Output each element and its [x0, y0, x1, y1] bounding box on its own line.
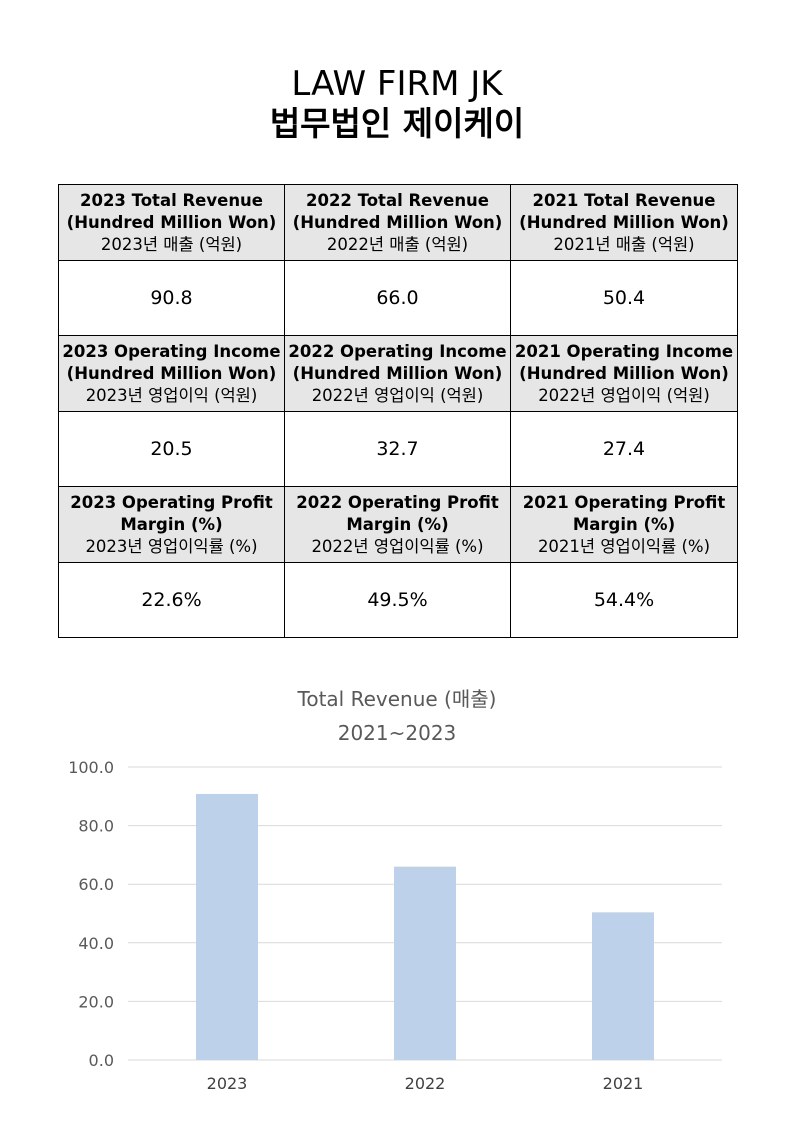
y-tick-label: 60.0 — [78, 875, 114, 894]
value-cell: 90.8 — [58, 260, 285, 336]
value-cell: 22.6% — [58, 562, 285, 638]
header-cell: 2021 Operating Income (Hundred Million W… — [510, 335, 738, 412]
operating-income-value-row: 20.5 32.7 27.4 — [58, 411, 738, 487]
value-cell: 32.7 — [284, 411, 511, 487]
header-cell: 2021 Total Revenue (Hundred Million Won)… — [510, 184, 738, 261]
title-korean: 법무법인 제이케이 — [269, 104, 525, 143]
value-cell: 49.5% — [284, 562, 511, 638]
y-tick-label: 80.0 — [78, 817, 114, 836]
revenue-chart: Total Revenue (매출) 2021~2023 0.0 20.0 40.0… — [0, 670, 794, 1110]
y-tick-label: 0.0 — [89, 1051, 114, 1070]
revenue-value-row: 90.8 66.0 50.4 — [58, 260, 738, 336]
revenue-bar-chart-svg: Total Revenue (매출) 2021~2023 0.0 20.0 40.0… — [68, 687, 722, 1093]
bar-2021 — [592, 912, 654, 1060]
header-cell: 2023 Operating Profit Margin (%) 2023년 영업… — [58, 486, 285, 563]
profit-margin-value-row: 22.6% 49.5% 54.4% — [58, 562, 738, 638]
title-english: LAW FIRM JK — [291, 64, 503, 104]
value-cell: 27.4 — [510, 411, 738, 487]
bar-2022 — [394, 866, 456, 1060]
header-cell: 2021 Operating Profit Margin (%) 2021년 영업… — [510, 486, 738, 563]
x-tick-label: 2022 — [405, 1074, 446, 1093]
value-cell: 66.0 — [284, 260, 511, 336]
header-cell: 2022 Operating Profit Margin (%) 2022년 영업… — [284, 486, 511, 563]
header-cell: 2022 Total Revenue (Hundred Million Won)… — [284, 184, 511, 261]
chart-subtitle: 2021~2023 — [338, 721, 457, 745]
y-tick-label: 40.0 — [78, 934, 114, 953]
x-tick-label: 2021 — [603, 1074, 644, 1093]
value-cell: 50.4 — [510, 260, 738, 336]
y-tick-label: 20.0 — [78, 992, 114, 1011]
x-tick-label: 2023 — [207, 1074, 248, 1093]
value-cell: 20.5 — [58, 411, 285, 487]
financial-table: 2023 Total Revenue (Hundred Million Won)… — [58, 184, 738, 638]
y-tick-label: 100.0 — [68, 758, 114, 777]
revenue-header-row: 2023 Total Revenue (Hundred Million Won)… — [58, 184, 738, 261]
chart-title: Total Revenue (매출) — [297, 687, 497, 711]
profit-margin-header-row: 2023 Operating Profit Margin (%) 2023년 영업… — [58, 486, 738, 563]
bar-2023 — [196, 793, 258, 1060]
header-cell: 2022 Operating Income (Hundred Million W… — [284, 335, 511, 412]
header-cell: 2023 Total Revenue (Hundred Million Won)… — [58, 184, 285, 261]
document-title: LAW FIRM JK 법무법인 제이케이 — [0, 64, 794, 144]
header-cell: 2023 Operating Income (Hundred Million W… — [58, 335, 285, 412]
value-cell: 54.4% — [510, 562, 738, 638]
operating-income-header-row: 2023 Operating Income (Hundred Million W… — [58, 335, 738, 412]
